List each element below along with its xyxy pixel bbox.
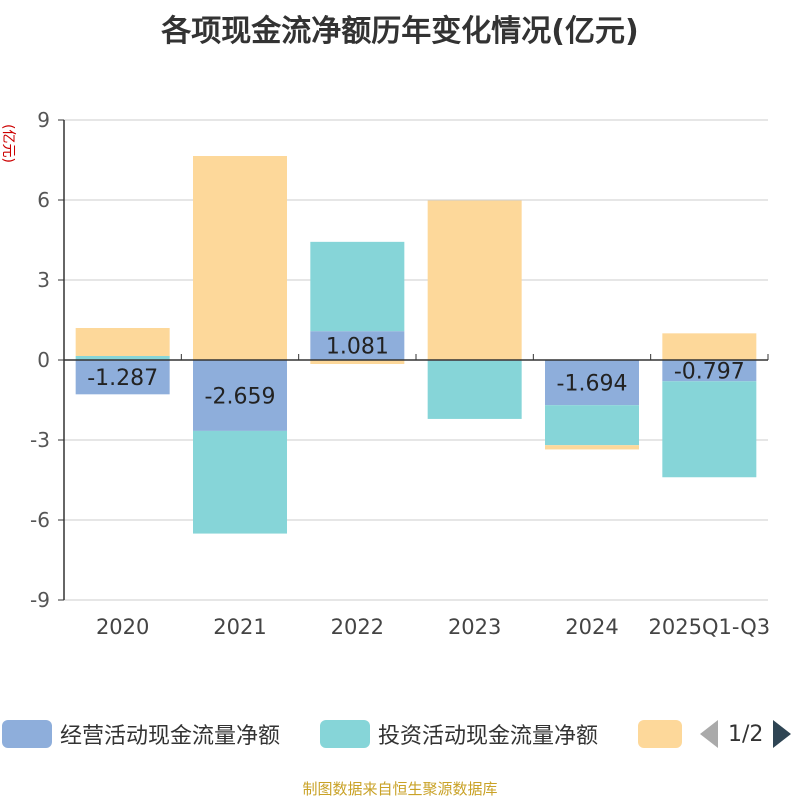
bar-segment-2-2020[interactable] — [75, 356, 170, 360]
bar-segment-3-2023[interactable] — [427, 200, 522, 360]
data-label-2021: -2.659 — [205, 384, 276, 409]
bar-segment-3-2025Q1-Q3[interactable] — [662, 333, 757, 360]
bar-segment-2-2022[interactable] — [310, 241, 405, 332]
bar-segment-1-2021[interactable] — [193, 360, 287, 431]
data-label-2025Q1-Q3: -0.797 — [674, 360, 745, 385]
bar-segment-1-2024[interactable] — [545, 360, 639, 406]
legend-swatch-operating — [2, 720, 52, 748]
data-label-2020: -1.287 — [87, 366, 158, 391]
data-label-2022: 1.081 — [326, 335, 389, 360]
x-tick-label-2022: 2022 — [331, 615, 384, 639]
x-tick-label-2024: 2024 — [565, 615, 618, 639]
legend-item-third-series[interactable] — [638, 716, 682, 752]
y-tick-label: 3 — [37, 268, 50, 292]
x-tick-label-2021: 2021 — [213, 615, 266, 639]
y-axis-unit-label: (亿元) — [0, 124, 16, 163]
bar-segment-1-2022[interactable] — [310, 331, 405, 360]
data-label-2024: -1.694 — [557, 372, 628, 397]
x-tick-label-2023: 2023 — [448, 615, 501, 639]
bar-segment-3-2020[interactable] — [75, 328, 170, 356]
legend-item-operating[interactable]: 经营活动现金流量净额 — [2, 716, 280, 752]
y-tick-label: -6 — [30, 508, 50, 532]
bar-segment-1-2025Q1-Q3[interactable] — [662, 360, 757, 382]
legend-swatch-investing — [320, 720, 370, 748]
chart-title: 各项现金流净额历年变化情况(亿元) — [161, 14, 639, 49]
y-tick-label: 6 — [37, 188, 50, 212]
y-tick-label: 9 — [37, 108, 50, 132]
bar-segment-2-2023[interactable] — [427, 360, 522, 419]
bar-segment-2-2025Q1-Q3[interactable] — [662, 381, 757, 478]
chart-plot: (亿元) -9 -6 -3 0 3 6 9 2020 2021 2022 2023 2024 2025Q… — [0, 108, 771, 639]
y-tick-label: -9 — [30, 588, 50, 612]
bar-segment-2-2024[interactable] — [545, 405, 639, 446]
legend-label-operating: 经营活动现金流量净额 — [60, 724, 281, 749]
x-tick-label-2020: 2020 — [96, 615, 149, 639]
legend-swatch-third-series — [638, 720, 682, 748]
bar-segment-2-2021[interactable] — [193, 430, 287, 534]
legend-page-indicator: 1/2 — [728, 721, 764, 747]
legend-label-investing: 投资活动现金流量净额 — [378, 724, 599, 749]
legend-next-page-icon[interactable] — [773, 720, 792, 748]
source-note: 制图数据来自恒生聚源数据库 — [302, 780, 498, 798]
x-tick-label-2025Q1-Q3: 2025Q1-Q3 — [649, 615, 771, 639]
legend-item-investing[interactable]: 投资活动现金流量净额 — [320, 716, 598, 752]
y-tick-label: -3 — [30, 428, 50, 452]
y-tick-label: 0 — [37, 348, 50, 372]
bar-segment-1-2020[interactable] — [75, 360, 170, 395]
legend-prev-page-icon[interactable] — [700, 720, 718, 748]
chart-legend: 经营活动现金流量净额 投资活动现金流量净额 1/2 — [0, 716, 800, 756]
legend-pager: 1/2 — [700, 716, 792, 752]
bar-segment-3-2021[interactable] — [193, 156, 287, 360]
bar-segment-3-2022[interactable] — [310, 360, 405, 364]
bar-segment-3-2024[interactable] — [545, 445, 639, 450]
